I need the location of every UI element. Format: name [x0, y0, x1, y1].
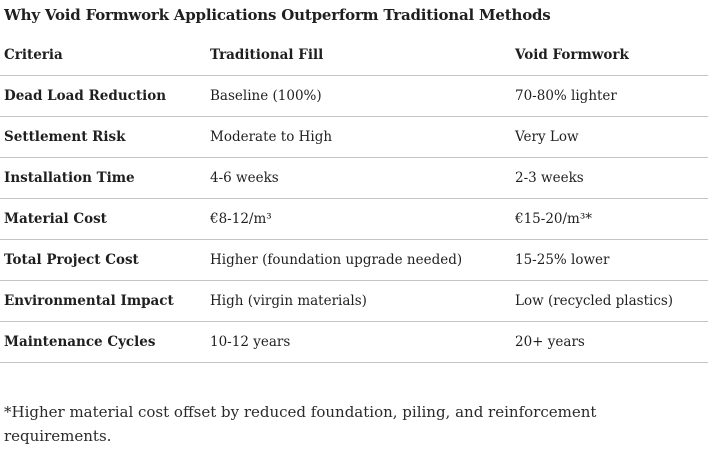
column-header-criteria: Criteria: [0, 35, 206, 76]
criteria-cell: Dead Load Reduction: [0, 75, 206, 117]
traditional-fill-cell: Baseline (100%): [206, 75, 511, 117]
traditional-fill-cell: 4-6 weeks: [206, 157, 511, 199]
table-row: Material Cost €8-12/m³ €15-20/m³*: [0, 198, 708, 240]
table-row: Total Project Cost Higher (foundation up…: [0, 239, 708, 281]
table-row: Dead Load Reduction Baseline (100%) 70-8…: [0, 75, 708, 117]
comparison-table: Criteria Traditional Fill Void Formwork …: [0, 35, 708, 363]
traditional-fill-cell: Higher (foundation upgrade needed): [206, 239, 511, 281]
criteria-cell: Environmental Impact: [0, 280, 206, 322]
table-row: Maintenance Cycles 10-12 years 20+ years: [0, 321, 708, 363]
void-formwork-cell: Very Low: [511, 116, 708, 158]
void-formwork-cell: 70-80% lighter: [511, 75, 708, 117]
void-formwork-cell: €15-20/m³*: [511, 198, 708, 240]
traditional-fill-cell: 10-12 years: [206, 321, 511, 363]
table-row: Installation Time 4-6 weeks 2-3 weeks: [0, 157, 708, 199]
criteria-cell: Maintenance Cycles: [0, 321, 206, 363]
void-formwork-cell: 15-25% lower: [511, 239, 708, 281]
table-row: Settlement Risk Moderate to High Very Lo…: [0, 116, 708, 158]
table-row: Environmental Impact High (virgin materi…: [0, 280, 708, 322]
criteria-cell: Material Cost: [0, 198, 206, 240]
void-formwork-cell: 2-3 weeks: [511, 157, 708, 199]
traditional-fill-cell: €8-12/m³: [206, 198, 511, 240]
table-header-row: Criteria Traditional Fill Void Formwork: [0, 35, 708, 76]
traditional-fill-cell: High (virgin materials): [206, 280, 511, 322]
criteria-cell: Total Project Cost: [0, 239, 206, 281]
traditional-fill-cell: Moderate to High: [206, 116, 511, 158]
criteria-cell: Settlement Risk: [0, 116, 206, 158]
void-formwork-cell: Low (recycled plastics): [511, 280, 708, 322]
page-title: Why Void Formwork Applications Outperfor…: [4, 6, 551, 24]
column-header-traditional-fill: Traditional Fill: [206, 35, 511, 76]
column-header-void-formwork: Void Formwork: [511, 35, 708, 76]
criteria-cell: Installation Time: [0, 157, 206, 199]
void-formwork-cell: 20+ years: [511, 321, 708, 363]
footnote: *Higher material cost offset by reduced …: [4, 403, 597, 445]
